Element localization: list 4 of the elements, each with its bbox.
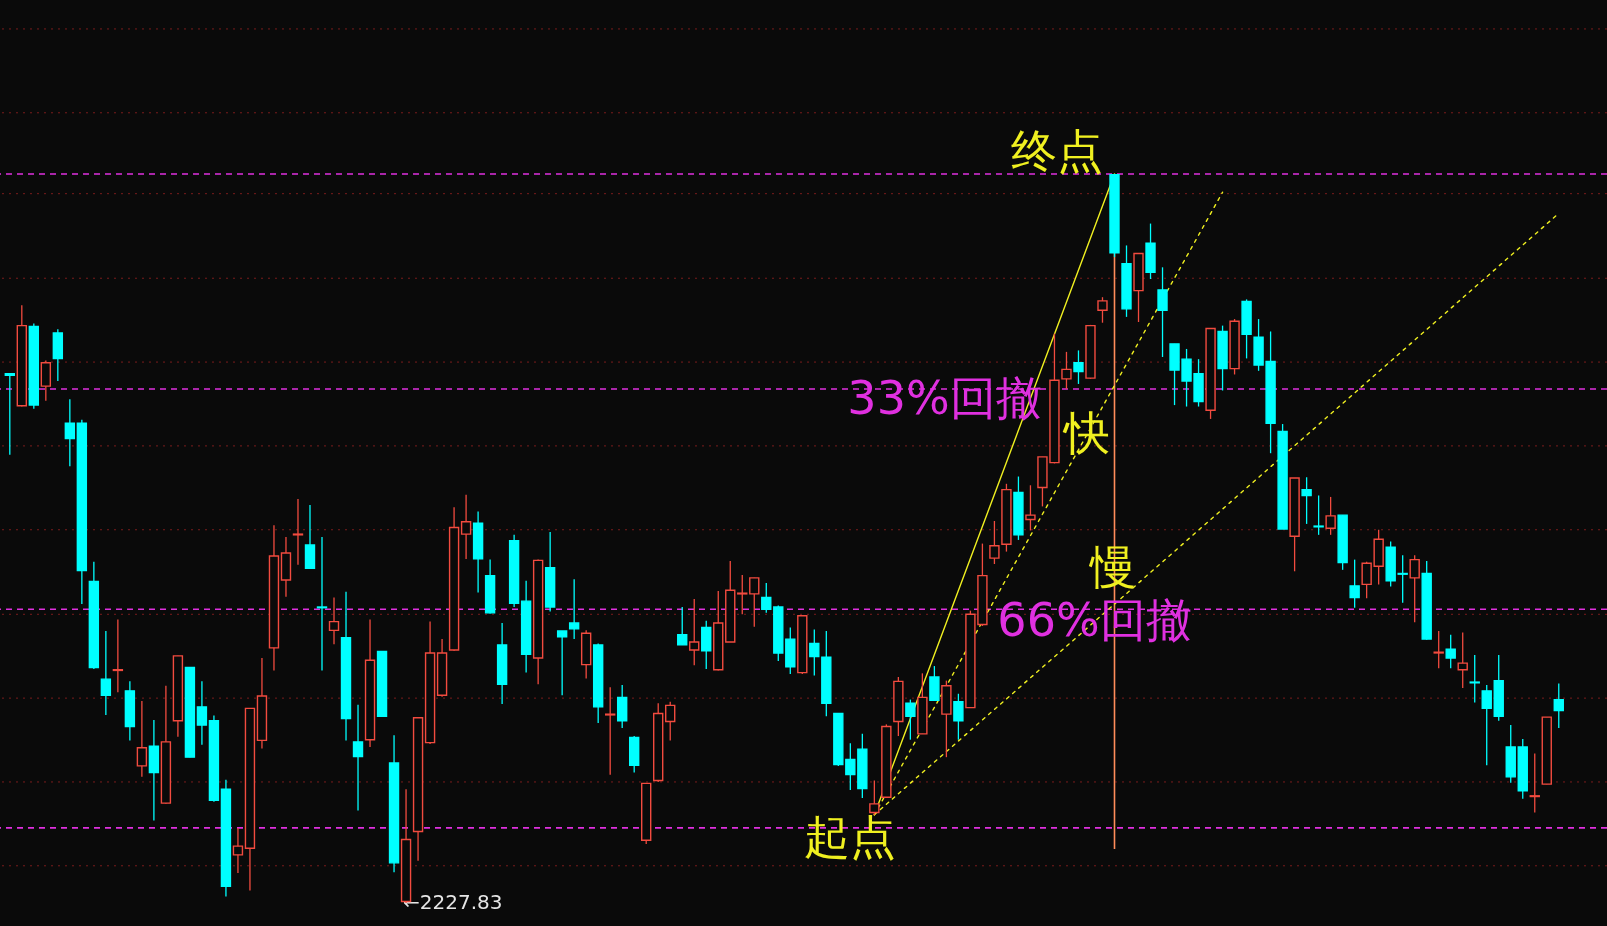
annotation: 终点 (1011, 124, 1104, 178)
annotation: ←2227.83 (403, 889, 503, 914)
annotation: 起点 (804, 809, 897, 864)
series-label: 快 (1062, 406, 1111, 461)
